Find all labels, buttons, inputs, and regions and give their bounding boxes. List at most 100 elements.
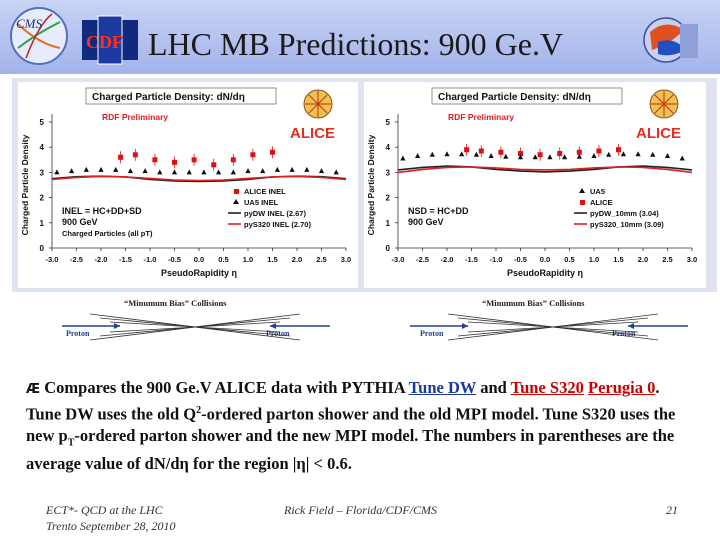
data-point xyxy=(444,151,450,157)
y-tick-label: 1 xyxy=(40,219,45,228)
y-axis-label: Charged Particle Density xyxy=(366,134,376,235)
cms-logo: CMS xyxy=(6,4,72,68)
data-point xyxy=(113,166,119,172)
alice-emblem-ray xyxy=(317,103,328,114)
chart-title-box xyxy=(431,87,623,105)
data-point xyxy=(547,154,553,160)
chart-annotation: Charged Particles (all pT) xyxy=(62,229,153,238)
proton-label-right: Proton xyxy=(266,329,290,338)
legend-marker xyxy=(234,189,239,194)
chart-annotation: 900 GeV xyxy=(62,217,98,227)
y-tick-label: 2 xyxy=(40,194,45,203)
alice-emblem-ray xyxy=(308,103,319,114)
data-point xyxy=(532,154,538,160)
chart-title: Charged Particle Density: dN/dη xyxy=(438,92,591,103)
y-tick-label: 5 xyxy=(386,118,391,127)
x-tick-label: 2.5 xyxy=(662,255,672,264)
x-axis-label: PseudoRapidity η xyxy=(161,268,237,278)
collision-title-left: “Minumum Bias” Collisions xyxy=(124,298,227,308)
x-tick-label: -2.0 xyxy=(441,255,454,264)
x-tick-label: -0.5 xyxy=(514,255,527,264)
data-point xyxy=(127,168,133,174)
tune-s320-text: Tune S320 xyxy=(510,378,584,397)
data-point xyxy=(415,153,421,159)
data-point xyxy=(517,154,524,160)
data-point xyxy=(478,148,484,154)
x-tick-label: -3.0 xyxy=(46,255,59,264)
y-tick-label: 3 xyxy=(40,168,45,177)
data-point xyxy=(191,157,197,163)
data-point xyxy=(186,169,192,175)
data-point xyxy=(250,152,256,158)
data-point xyxy=(596,148,602,154)
experiment-logo-text: ALICE xyxy=(290,125,335,142)
florida-logo xyxy=(640,10,700,72)
chart-watermark: RDF Preliminary xyxy=(102,112,168,122)
x-tick-label: 1.5 xyxy=(267,255,277,264)
perugia-text: Perugia 0 xyxy=(587,378,656,397)
y-tick-label: 0 xyxy=(40,244,45,253)
plot-right: Charged Particle Density: dN/dη RDF Preli… xyxy=(364,82,706,288)
data-point xyxy=(142,168,148,174)
x-tick-label: 0.5 xyxy=(564,255,574,264)
slide-title: LHC MB Predictions: 900 Ge.V xyxy=(148,26,564,62)
footer-left-line1: ECT*- QCD at the LHC xyxy=(46,503,163,517)
x-tick-label: -1.5 xyxy=(465,255,478,264)
data-point xyxy=(473,151,479,157)
data-point xyxy=(304,166,310,172)
cdf-logo-text: CDF xyxy=(86,32,123,52)
chart-title: Charged Particle Density: dN/dη xyxy=(92,92,245,103)
series-line xyxy=(397,166,693,174)
data-point xyxy=(503,153,509,159)
alice-emblem-ray xyxy=(663,103,674,114)
y-axis-label: Charged Particle Density xyxy=(20,134,30,235)
legend-marker xyxy=(233,199,239,204)
chart-left: Charged Particle Density: dN/dη RDF Preli… xyxy=(20,87,351,278)
legend-label: pyDW INEL (2.67) xyxy=(244,209,306,218)
data-point xyxy=(518,151,523,156)
data-point xyxy=(562,154,568,160)
data-point xyxy=(132,152,138,158)
x-tick-label: -2.0 xyxy=(95,255,108,264)
y-tick-label: 4 xyxy=(386,143,391,152)
cdf-logo: CDF xyxy=(80,14,140,66)
data-point xyxy=(464,147,470,153)
data-point xyxy=(98,166,104,172)
x-tick-label: 3.0 xyxy=(687,255,697,264)
plot-left: Charged Particle Density: dN/dη RDF Preli… xyxy=(18,82,358,288)
data-point xyxy=(69,168,75,174)
data-point xyxy=(118,154,124,160)
data-point xyxy=(650,151,656,157)
cms-logo-text: CMS xyxy=(16,16,43,31)
x-tick-label: -1.5 xyxy=(119,255,132,264)
x-tick-label: 3.0 xyxy=(341,255,351,264)
data-point xyxy=(270,149,275,155)
data-point xyxy=(172,159,177,165)
data-point xyxy=(245,168,251,174)
data-point xyxy=(83,166,89,172)
x-tick-label: 2.0 xyxy=(292,255,302,264)
y-tick-label: 0 xyxy=(386,244,391,253)
x-tick-label: 0.0 xyxy=(540,255,550,264)
data-point xyxy=(576,149,582,155)
data-point xyxy=(260,168,266,174)
data-point xyxy=(616,147,621,153)
data-point xyxy=(591,153,597,159)
data-point xyxy=(201,169,207,175)
x-axis-label: PseudoRapidity η xyxy=(507,268,583,278)
tune-dw-text: Tune DW xyxy=(408,378,477,397)
y-tick-label: 4 xyxy=(40,143,45,152)
bullet-marker: Æ xyxy=(26,382,41,397)
legend-label: pyS320 INEL (2.70) xyxy=(244,220,311,229)
legend-marker xyxy=(580,200,585,205)
bullet-paragraph: Æ Compares the 900 Ge.V ALICE data with … xyxy=(26,378,676,473)
data-point xyxy=(211,162,217,168)
alice-emblem-ray xyxy=(663,94,674,105)
alice-emblem-ray xyxy=(654,94,665,105)
alice-emblem-ray xyxy=(654,103,665,114)
data-point xyxy=(289,166,295,172)
x-tick-label: 0.5 xyxy=(218,255,228,264)
data-point xyxy=(333,169,339,175)
data-point xyxy=(171,169,178,175)
series-line xyxy=(51,175,347,182)
